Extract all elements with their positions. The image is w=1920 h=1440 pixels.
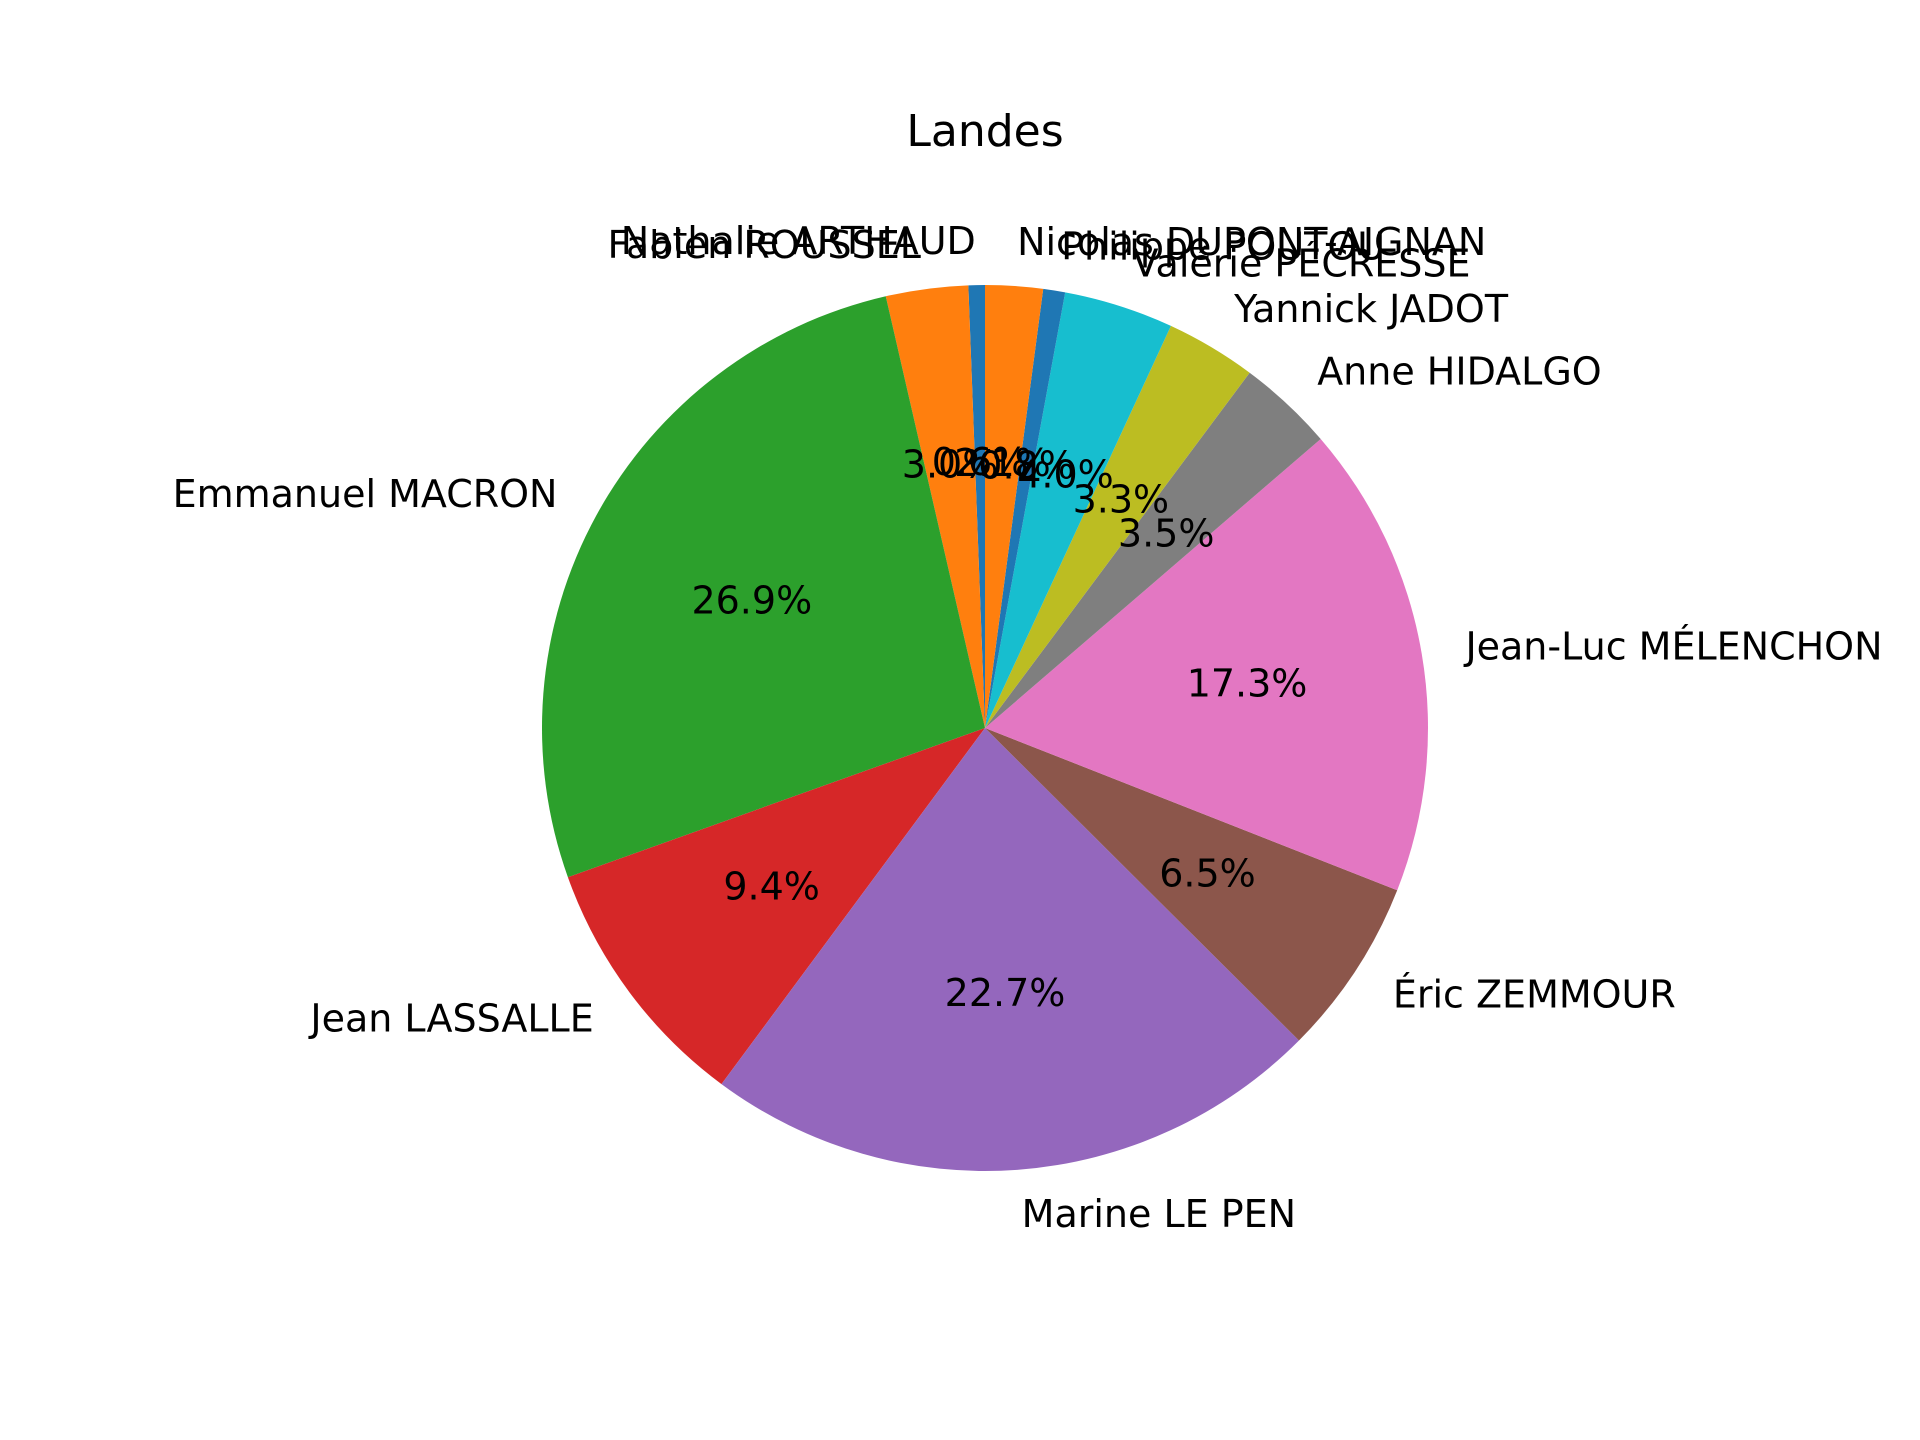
pct-label-marine-le-pen: 22.7% xyxy=(945,971,1066,1015)
pct-label-anne-hidalgo: 3.5% xyxy=(1118,512,1215,556)
pct-label-fabien-roussel: 3.0% xyxy=(902,443,999,487)
pie-slice-eric-zemmour xyxy=(985,728,1398,1041)
slice-label-philippe-poutou: Philippe POUTOU xyxy=(1061,225,1385,269)
slice-label-fabien-roussel: Fabien ROUSSEL xyxy=(608,223,921,267)
pie-slice-anne-hidalgo xyxy=(985,372,1321,728)
slice-label-marine-le-pen: Marine LE PEN xyxy=(1022,1192,1296,1236)
slice-label-emmanuel-macron: Emmanuel MACRON xyxy=(173,472,558,516)
pie-slice-yannick-jadot xyxy=(985,325,1250,728)
slice-label-yannick-jadot: Yannick JADOT xyxy=(1233,287,1509,331)
pct-label-jean-lassalle: 9.4% xyxy=(723,864,820,908)
pie-wedges xyxy=(542,285,1428,1171)
pie-slice-jean-lassalle xyxy=(567,728,985,1085)
pie-slice-nathalie-arthaud xyxy=(968,285,985,728)
slice-label-valerie-pecresse: Valérie PÉCRESSE xyxy=(1133,242,1471,286)
pct-label-nicolas-dupont-aignan: 2.1% xyxy=(954,441,1051,485)
slice-label-eric-zemmour: Éric ZEMMOUR xyxy=(1393,973,1676,1017)
pct-label-yannick-jadot: 3.3% xyxy=(1073,478,1170,522)
pct-label-philippe-poutou: 0.8% xyxy=(978,443,1075,487)
slice-label-anne-hidalgo: Anne HIDALGO xyxy=(1317,349,1602,393)
slice-label-nathalie-arthaud: Nathalie ARTHAUD xyxy=(621,219,976,263)
pie-slice-nicolas-dupont-aignan xyxy=(985,285,1044,728)
chart-title: Landes xyxy=(906,106,1063,157)
pct-label-valerie-pecresse: 4.0% xyxy=(1017,453,1114,497)
slice-label-nicolas-dupont-aignan: Nicolas DUPONT-AIGNAN xyxy=(1017,220,1486,264)
pct-label-eric-zemmour: 6.5% xyxy=(1159,851,1256,895)
pie-slice-marine-le-pen xyxy=(721,728,1299,1171)
pie-slice-jean-luc-melenchon xyxy=(985,438,1428,891)
pie-slice-fabien-roussel xyxy=(885,285,985,728)
slice-label-jean-lassalle: Jean LASSALLE xyxy=(308,996,593,1040)
pct-label-nathalie-arthaud: 0.6% xyxy=(932,440,1029,484)
pie-slice-emmanuel-macron xyxy=(542,296,985,878)
slice-label-jean-luc-melenchon: Jean-Luc MÉLENCHON xyxy=(1463,625,1882,669)
pct-label-emmanuel-macron: 26.9% xyxy=(691,578,812,622)
pct-label-jean-luc-melenchon: 17.3% xyxy=(1187,662,1308,706)
pie-slice-philippe-poutou xyxy=(985,288,1066,728)
pie-percent-labels: 0.6%3.0% 26.9% 9.4% 22.7% 6.5% 17.3% 3.5%3.3%4… xyxy=(691,440,1307,1015)
pie-slice-valerie-pecresse xyxy=(985,292,1171,728)
